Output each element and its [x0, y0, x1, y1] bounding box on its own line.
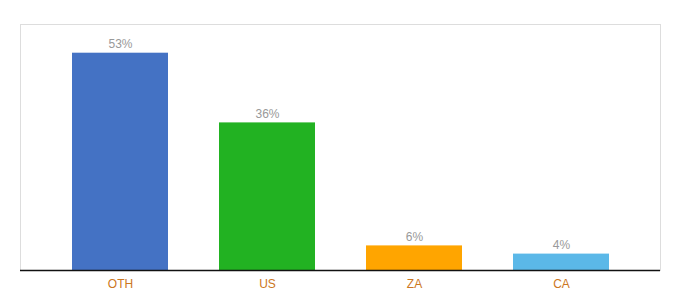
svg-text:6%: 6% — [406, 230, 424, 244]
svg-text:US: US — [259, 277, 276, 291]
svg-text:4%: 4% — [553, 238, 571, 252]
svg-text:CA: CA — [553, 277, 570, 291]
svg-text:OTH: OTH — [108, 277, 133, 291]
svg-text:36%: 36% — [255, 107, 279, 121]
svg-text:53%: 53% — [108, 37, 132, 51]
svg-text:ZA: ZA — [407, 277, 422, 291]
